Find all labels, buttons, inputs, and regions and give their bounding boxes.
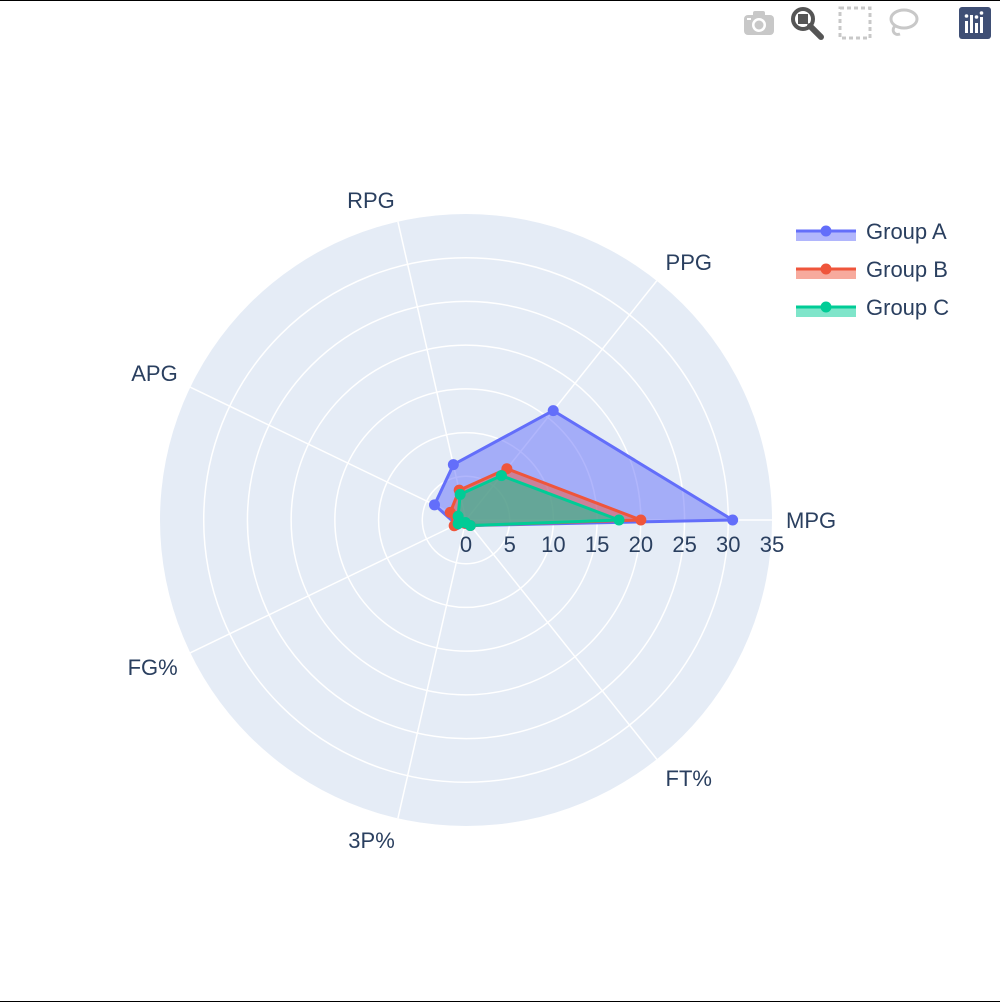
modebar	[742, 6, 992, 40]
download-png-button[interactable]	[742, 6, 776, 40]
radial-tick-label: 35	[760, 532, 784, 557]
series-1-point-mpg[interactable]	[727, 514, 739, 526]
legend-marker-2	[820, 263, 832, 275]
angular-label-mpg: MPG	[786, 508, 836, 533]
series-3-point-rpg[interactable]	[454, 488, 466, 500]
radial-tick-label: 15	[585, 532, 609, 557]
angular-label-rpg: RPG	[347, 188, 395, 213]
series-1-point-apg[interactable]	[428, 499, 440, 511]
series-1-point-rpg[interactable]	[447, 459, 459, 471]
series-2-point-mpg[interactable]	[635, 514, 647, 526]
box-select-icon	[838, 6, 872, 40]
series-3-point-ppg[interactable]	[495, 470, 507, 482]
radial-tick-label: 5	[504, 532, 516, 557]
box-select-button[interactable]	[838, 6, 872, 40]
angular-gridline-3p%	[397, 519, 467, 819]
zoom-icon	[791, 7, 824, 40]
lasso-select-icon	[889, 8, 919, 36]
angular-label-apg: APG	[131, 361, 177, 386]
radial-tick-label: 20	[629, 532, 653, 557]
plotly-logo-button[interactable]	[958, 6, 992, 40]
camera-icon	[744, 11, 774, 35]
radial-tick-label: 25	[672, 532, 696, 557]
legend-marker-1	[820, 225, 832, 237]
series-3-point-mpg[interactable]	[613, 514, 625, 526]
legend-label-1[interactable]: Group A	[866, 219, 947, 244]
lasso-select-button[interactable]	[886, 6, 920, 40]
angular-gridline-apg	[189, 386, 467, 521]
angular-label-3p%: 3P%	[348, 828, 394, 853]
angular-label-fg%: FG%	[128, 655, 178, 680]
plotly-logo-icon	[959, 7, 991, 39]
zoom-button[interactable]	[790, 6, 824, 40]
angular-label-ft%: FT%	[666, 766, 712, 791]
legend-label-2[interactable]: Group B	[866, 257, 948, 282]
series-1-point-ppg[interactable]	[547, 405, 559, 417]
angular-label-ppg: PPG	[666, 250, 712, 275]
radial-tick-label: 0	[460, 532, 472, 557]
series-3-point-apg[interactable]	[452, 510, 464, 522]
angular-gridline-fg%	[189, 519, 467, 654]
angular-gridline-ft%	[465, 519, 658, 760]
series-3-point-ft%[interactable]	[464, 519, 476, 531]
legend-marker-3	[820, 301, 832, 313]
legend-label-3[interactable]: Group C	[866, 295, 949, 320]
radial-tick-label: 10	[541, 532, 565, 557]
radial-tick-label: 30	[716, 532, 740, 557]
